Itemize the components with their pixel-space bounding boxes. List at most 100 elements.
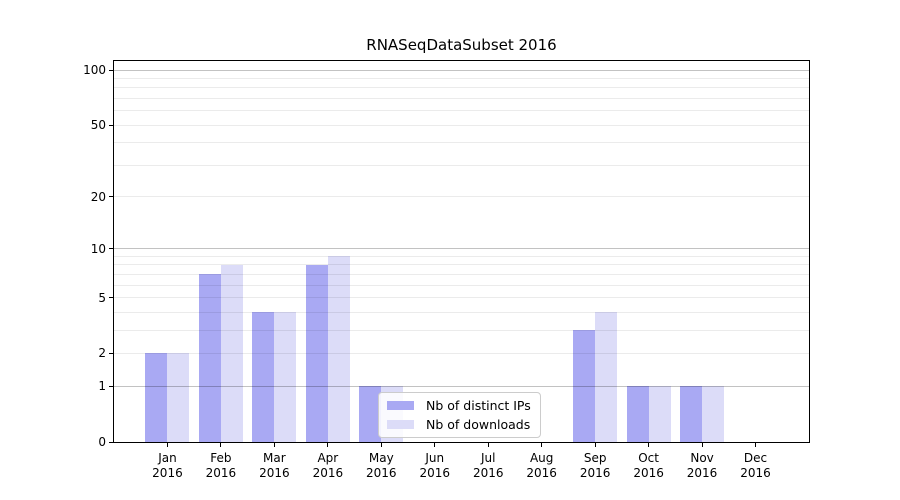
x-tick-mark-may [380, 443, 382, 447]
x-tick-year-aug: 2016 [526, 466, 557, 480]
legend: Nb of distinct IPs Nb of downloads [378, 392, 541, 438]
legend-label-distinct-ips: Nb of distinct IPs [426, 398, 531, 413]
x-tick-year-sep: 2016 [579, 466, 611, 480]
plot-canvas [114, 61, 809, 442]
x-tick-month-jan: Jan [158, 451, 177, 465]
y-tick-mark-5 [109, 297, 113, 299]
gridline-major-1 [114, 385, 809, 387]
bar-distinct-ips-mar [252, 312, 275, 442]
plot-area [113, 60, 810, 443]
gridline-minor-60 [114, 110, 809, 112]
gridline-minor-4 [114, 311, 809, 313]
gridline-major-100 [114, 69, 809, 71]
x-tick-month-jun: Jun [425, 451, 445, 465]
x-tick-mark-dec [755, 443, 757, 447]
y-tick-label-1: 1 [98, 379, 106, 394]
x-tick-month-jul: Jul [480, 451, 496, 465]
y-tick-label-50: 50 [90, 118, 106, 133]
x-tick-mark-aug [541, 443, 543, 447]
y-tick-label-20: 20 [90, 189, 106, 204]
y-tick-label-2: 2 [98, 346, 106, 361]
bar-distinct-ips-jan [145, 353, 168, 442]
gridline-minor-80 [114, 87, 809, 89]
gridline-minor-3 [114, 329, 809, 331]
x-tick-mark-jan [166, 443, 168, 447]
gridline-minor-5 [114, 297, 809, 299]
x-tick-year-oct: 2016 [633, 466, 664, 480]
x-tick-mark-feb [220, 443, 222, 447]
x-tick-year-mar: 2016 [259, 466, 290, 480]
bar-distinct-ips-nov [680, 386, 703, 442]
x-tick-mark-apr [327, 443, 329, 447]
y-tick-mark-2 [109, 352, 113, 354]
legend-label-downloads: Nb of downloads [426, 417, 531, 432]
bar-distinct-ips-may [359, 386, 382, 442]
y-tick-mark-0 [109, 441, 113, 443]
x-tick-label-oct: Oct 2016 [619, 451, 679, 481]
legend-row-distinct-ips: Nb of distinct IPs [387, 398, 531, 413]
gridline-minor-9 [114, 255, 809, 257]
y-tick-label-0: 0 [98, 435, 106, 449]
x-tick-label-jul: Jul 2016 [458, 451, 518, 481]
gridline-minor-2 [114, 352, 809, 354]
legend-swatch-distinct-ips [387, 401, 414, 410]
bar-downloads-apr [327, 256, 350, 442]
x-tick-label-feb: Feb 2016 [191, 451, 251, 481]
y-tick-label-100: 100 [83, 63, 106, 78]
x-tick-label-apr: Apr 2016 [298, 451, 358, 481]
bar-distinct-ips-sep [573, 330, 596, 442]
bar-downloads-nov [702, 386, 725, 442]
x-tick-mark-mar [273, 443, 275, 447]
gridline-minor-90 [114, 77, 809, 79]
x-tick-mark-nov [701, 443, 703, 447]
x-tick-year-jan: 2016 [152, 466, 183, 480]
x-tick-year-may: 2016 [366, 466, 397, 480]
y-tick-mark-10 [109, 248, 113, 250]
x-tick-mark-jul [487, 443, 489, 447]
y-tick-mark-100 [109, 69, 113, 71]
bar-downloads-mar [274, 312, 297, 442]
x-tick-label-jun: Jun 2016 [405, 451, 465, 481]
x-tick-year-jun: 2016 [419, 466, 451, 480]
y-tick-label-5: 5 [98, 290, 106, 305]
bar-downloads-jan [167, 353, 190, 442]
x-tick-mark-sep [594, 443, 596, 447]
x-tick-label-jan: Jan 2016 [137, 451, 197, 481]
x-tick-month-may: May [368, 451, 394, 465]
x-tick-label-mar: Mar 2016 [244, 451, 304, 481]
gridline-minor-7 [114, 273, 809, 275]
x-tick-label-may: May 2016 [351, 451, 411, 481]
bar-distinct-ips-apr [305, 264, 328, 442]
x-tick-year-apr: 2016 [312, 466, 344, 480]
gridline-minor-70 [114, 97, 809, 99]
x-tick-month-mar: Mar [263, 451, 286, 465]
x-tick-year-nov: 2016 [686, 466, 718, 480]
x-tick-mark-oct [648, 443, 650, 447]
x-tick-year-jul: 2016 [472, 466, 504, 480]
x-tick-month-sep: Sep [583, 451, 607, 465]
gridline-minor-40 [114, 142, 809, 144]
gridline-minor-6 [114, 284, 809, 286]
x-tick-label-dec: Dec 2016 [726, 451, 786, 481]
bar-downloads-oct [648, 386, 671, 442]
gridline-minor-30 [114, 164, 809, 166]
bar-distinct-ips-oct [626, 386, 649, 442]
gridline-minor-20 [114, 196, 809, 198]
x-tick-month-feb: Feb [210, 451, 232, 465]
y-tick-mark-50 [109, 124, 113, 126]
legend-swatch-downloads [387, 420, 414, 429]
gridline-major-10 [114, 248, 809, 250]
x-tick-label-aug: Aug 2016 [512, 451, 572, 481]
x-tick-month-dec: Dec [743, 451, 768, 465]
chart-title: RNASeqDataSubset 2016 [366, 36, 557, 54]
x-tick-year-feb: 2016 [205, 466, 237, 480]
x-tick-month-apr: Apr [317, 451, 339, 465]
x-tick-month-oct: Oct [638, 451, 659, 465]
bar-downloads-feb [220, 264, 243, 442]
y-tick-mark-20 [109, 196, 113, 198]
bar-distinct-ips-feb [198, 274, 221, 442]
x-tick-label-nov: Nov 2016 [672, 451, 732, 481]
legend-row-downloads: Nb of downloads [387, 417, 531, 432]
gridline-minor-8 [114, 264, 809, 266]
